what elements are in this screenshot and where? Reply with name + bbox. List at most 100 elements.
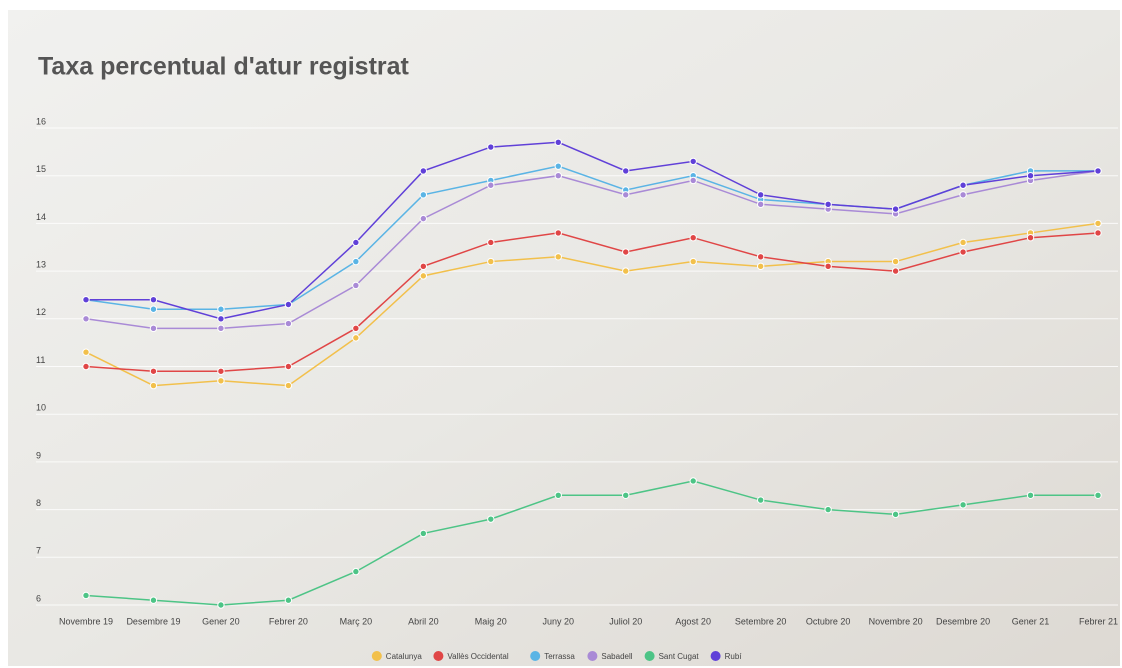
point <box>353 239 359 245</box>
point <box>690 258 696 264</box>
point <box>757 263 763 269</box>
legend-label: Sabadell <box>601 652 632 661</box>
point <box>150 297 156 303</box>
point <box>420 273 426 279</box>
point <box>488 258 494 264</box>
point <box>690 158 696 164</box>
point <box>690 177 696 183</box>
x-tick-label: Abril 20 <box>408 616 439 626</box>
point <box>420 530 426 536</box>
point <box>1095 168 1101 174</box>
y-tick-label: 15 <box>36 164 46 174</box>
point <box>353 335 359 341</box>
x-tick-label: Febrer 21 <box>1079 616 1118 626</box>
y-tick-label: 12 <box>36 307 46 317</box>
point <box>1027 235 1033 241</box>
legend-marker <box>711 651 721 661</box>
x-tick-label: Agost 20 <box>675 616 711 626</box>
point <box>757 192 763 198</box>
y-tick-label: 16 <box>36 116 46 126</box>
x-tick-label: Octubre 20 <box>806 616 851 626</box>
x-tick-label: Novembre 20 <box>869 616 923 626</box>
legend-label: Terrassa <box>544 652 575 661</box>
point <box>892 206 898 212</box>
point <box>83 297 89 303</box>
legend-label: Rubí <box>725 652 743 661</box>
point <box>420 192 426 198</box>
x-tick-label: Desembre 19 <box>126 616 180 626</box>
y-tick-label: 14 <box>36 212 46 222</box>
point <box>757 254 763 260</box>
y-tick-label: 10 <box>36 403 46 413</box>
point <box>825 506 831 512</box>
point <box>285 301 291 307</box>
point <box>555 492 561 498</box>
point <box>757 497 763 503</box>
point <box>420 263 426 269</box>
point <box>892 511 898 517</box>
y-tick-label: 11 <box>36 355 45 365</box>
x-tick-label: Maig 20 <box>475 616 507 626</box>
point <box>1027 173 1033 179</box>
point <box>757 201 763 207</box>
x-tick-label: Juny 20 <box>543 616 575 626</box>
legend-marker <box>587 651 597 661</box>
point <box>623 249 629 255</box>
point <box>150 368 156 374</box>
point <box>150 382 156 388</box>
legend-label: Vallès Occidental <box>447 652 508 661</box>
x-tick-label: Gener 20 <box>202 616 240 626</box>
x-tick-label: Setembre 20 <box>735 616 787 626</box>
x-tick-label: Febrer 20 <box>269 616 308 626</box>
point <box>690 478 696 484</box>
legend-marker <box>372 651 382 661</box>
point <box>1095 230 1101 236</box>
y-tick-label: 9 <box>36 450 41 460</box>
point <box>555 230 561 236</box>
point <box>285 363 291 369</box>
point <box>488 144 494 150</box>
point <box>892 258 898 264</box>
point <box>218 316 224 322</box>
point <box>623 492 629 498</box>
point <box>892 268 898 274</box>
point <box>488 516 494 522</box>
point <box>960 192 966 198</box>
point <box>960 502 966 508</box>
point <box>690 235 696 241</box>
point <box>488 239 494 245</box>
legend-marker <box>530 651 540 661</box>
point <box>960 182 966 188</box>
point <box>1095 220 1101 226</box>
point <box>1027 492 1033 498</box>
point <box>623 268 629 274</box>
point <box>218 325 224 331</box>
point <box>960 239 966 245</box>
point <box>353 282 359 288</box>
x-tick-label: Desembre 20 <box>936 616 990 626</box>
point <box>623 168 629 174</box>
point <box>285 597 291 603</box>
point <box>960 249 966 255</box>
point <box>555 163 561 169</box>
point <box>150 306 156 312</box>
x-tick-label: Gener 21 <box>1012 616 1050 626</box>
x-tick-label: Juliol 20 <box>609 616 642 626</box>
y-tick-label: 6 <box>36 593 41 603</box>
point <box>285 320 291 326</box>
legend-marker <box>645 651 655 661</box>
point <box>555 254 561 260</box>
point <box>218 368 224 374</box>
point <box>150 597 156 603</box>
point <box>555 173 561 179</box>
point <box>420 168 426 174</box>
point <box>218 306 224 312</box>
point <box>218 378 224 384</box>
x-tick-label: Novembre 19 <box>59 616 113 626</box>
point <box>1095 492 1101 498</box>
point <box>83 316 89 322</box>
point <box>555 139 561 145</box>
point <box>83 349 89 355</box>
point <box>353 325 359 331</box>
point <box>218 602 224 608</box>
